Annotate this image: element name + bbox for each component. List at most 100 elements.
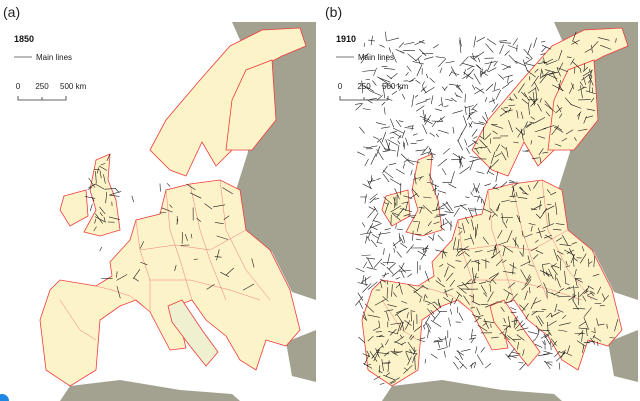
non-europe-land bbox=[60, 380, 240, 401]
rail-line bbox=[578, 331, 583, 336]
rail-line bbox=[384, 82, 393, 88]
rail-line bbox=[410, 335, 415, 341]
rail-line bbox=[450, 66, 457, 77]
rail-line bbox=[469, 295, 474, 298]
rail-line bbox=[568, 286, 574, 290]
rail-line bbox=[376, 137, 383, 143]
rail-line bbox=[383, 107, 386, 115]
rail-line bbox=[214, 222, 224, 224]
rail-line bbox=[95, 171, 97, 184]
rail-line bbox=[471, 219, 474, 231]
rail-line bbox=[373, 258, 383, 269]
rail-line bbox=[540, 332, 551, 339]
rail-line bbox=[500, 151, 507, 161]
rail-line bbox=[539, 70, 542, 79]
rail-line bbox=[465, 105, 474, 109]
border bbox=[461, 229, 569, 251]
scale-label: 500 km bbox=[60, 82, 87, 91]
rail-line bbox=[525, 63, 535, 66]
rail-line bbox=[454, 356, 460, 361]
rail-line bbox=[99, 170, 102, 179]
rail-line bbox=[505, 218, 508, 224]
rail-line bbox=[530, 140, 532, 145]
rail-line bbox=[567, 345, 571, 354]
rail-line bbox=[597, 323, 605, 326]
rail-line bbox=[504, 50, 510, 56]
rail-line bbox=[406, 312, 409, 319]
rail-line bbox=[403, 158, 409, 163]
rail-line bbox=[565, 265, 571, 268]
scale-label: 0 bbox=[16, 82, 21, 91]
rail-line bbox=[523, 48, 533, 59]
rail-line bbox=[599, 44, 612, 50]
rail-line bbox=[448, 317, 451, 327]
rail-line bbox=[577, 87, 585, 91]
rail-line bbox=[422, 325, 426, 330]
rail-line bbox=[476, 171, 485, 174]
rail-line bbox=[196, 217, 201, 222]
rail-line bbox=[539, 97, 542, 103]
rail-line bbox=[410, 310, 416, 313]
rail-line bbox=[580, 68, 582, 73]
rail-line bbox=[495, 258, 503, 267]
rail-line bbox=[439, 222, 449, 227]
rail-line bbox=[481, 259, 490, 263]
rail-line bbox=[572, 308, 586, 310]
rail-line bbox=[577, 128, 588, 132]
rail-line bbox=[479, 70, 482, 78]
rail-line bbox=[469, 208, 483, 210]
rail-line bbox=[548, 320, 557, 327]
rail-line bbox=[542, 151, 549, 154]
rail-line bbox=[521, 285, 527, 291]
rail-line bbox=[363, 354, 370, 366]
rail-line bbox=[435, 56, 446, 59]
rail-line bbox=[585, 90, 596, 95]
rail-line bbox=[552, 84, 564, 91]
rail-line bbox=[457, 139, 464, 151]
rail-line bbox=[391, 212, 401, 221]
rail-line bbox=[398, 42, 405, 48]
rail-line bbox=[508, 107, 512, 113]
rail-line bbox=[582, 346, 584, 353]
rail-line bbox=[383, 374, 395, 381]
rail-line bbox=[395, 83, 400, 86]
rail-line bbox=[363, 311, 367, 321]
rail-line bbox=[547, 321, 549, 332]
rail-line bbox=[378, 77, 391, 83]
rail-line bbox=[391, 284, 393, 297]
rail-line bbox=[589, 80, 591, 92]
rail-line bbox=[369, 193, 378, 201]
rail-line bbox=[581, 246, 585, 252]
rail-line bbox=[90, 204, 93, 212]
rail-line bbox=[571, 39, 580, 45]
rail-line bbox=[492, 97, 495, 104]
rail-line bbox=[394, 308, 406, 316]
rail-line bbox=[393, 247, 395, 253]
rail-line bbox=[519, 304, 526, 311]
rail-line bbox=[404, 42, 415, 45]
rail-line bbox=[432, 233, 435, 241]
rail-line bbox=[385, 31, 387, 42]
rail-line bbox=[592, 334, 596, 339]
rail-line bbox=[381, 131, 387, 143]
rail-line bbox=[476, 307, 481, 316]
rail-line bbox=[531, 73, 536, 78]
rail-line bbox=[543, 57, 545, 65]
rail-line bbox=[586, 328, 588, 336]
rail-line bbox=[502, 65, 511, 71]
rail-line bbox=[435, 280, 446, 288]
rail-line bbox=[94, 216, 105, 222]
rail-line bbox=[367, 180, 372, 189]
rail-line bbox=[474, 250, 483, 253]
rail-line bbox=[476, 195, 480, 202]
rail-line bbox=[537, 135, 545, 139]
rail-line bbox=[490, 323, 492, 328]
rail-line bbox=[588, 76, 593, 84]
rail-line bbox=[532, 300, 542, 305]
rail-line bbox=[375, 122, 387, 126]
rail-line bbox=[571, 241, 577, 245]
rail-line bbox=[399, 334, 403, 339]
rail-line bbox=[378, 232, 391, 235]
rail-line bbox=[485, 43, 494, 53]
rail-line bbox=[534, 128, 547, 133]
